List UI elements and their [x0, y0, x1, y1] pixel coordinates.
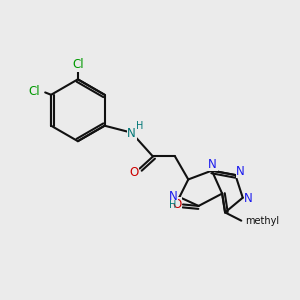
Text: N: N [208, 158, 217, 171]
Text: methyl: methyl [245, 216, 279, 226]
Text: N: N [169, 190, 177, 203]
Text: N: N [236, 165, 245, 178]
Text: Cl: Cl [72, 58, 84, 71]
Text: Cl: Cl [28, 85, 40, 98]
Text: O: O [129, 166, 138, 179]
Text: N: N [244, 192, 253, 205]
Text: N: N [128, 127, 136, 140]
Text: H: H [169, 200, 177, 210]
Text: H: H [136, 121, 143, 130]
Text: O: O [172, 198, 182, 211]
